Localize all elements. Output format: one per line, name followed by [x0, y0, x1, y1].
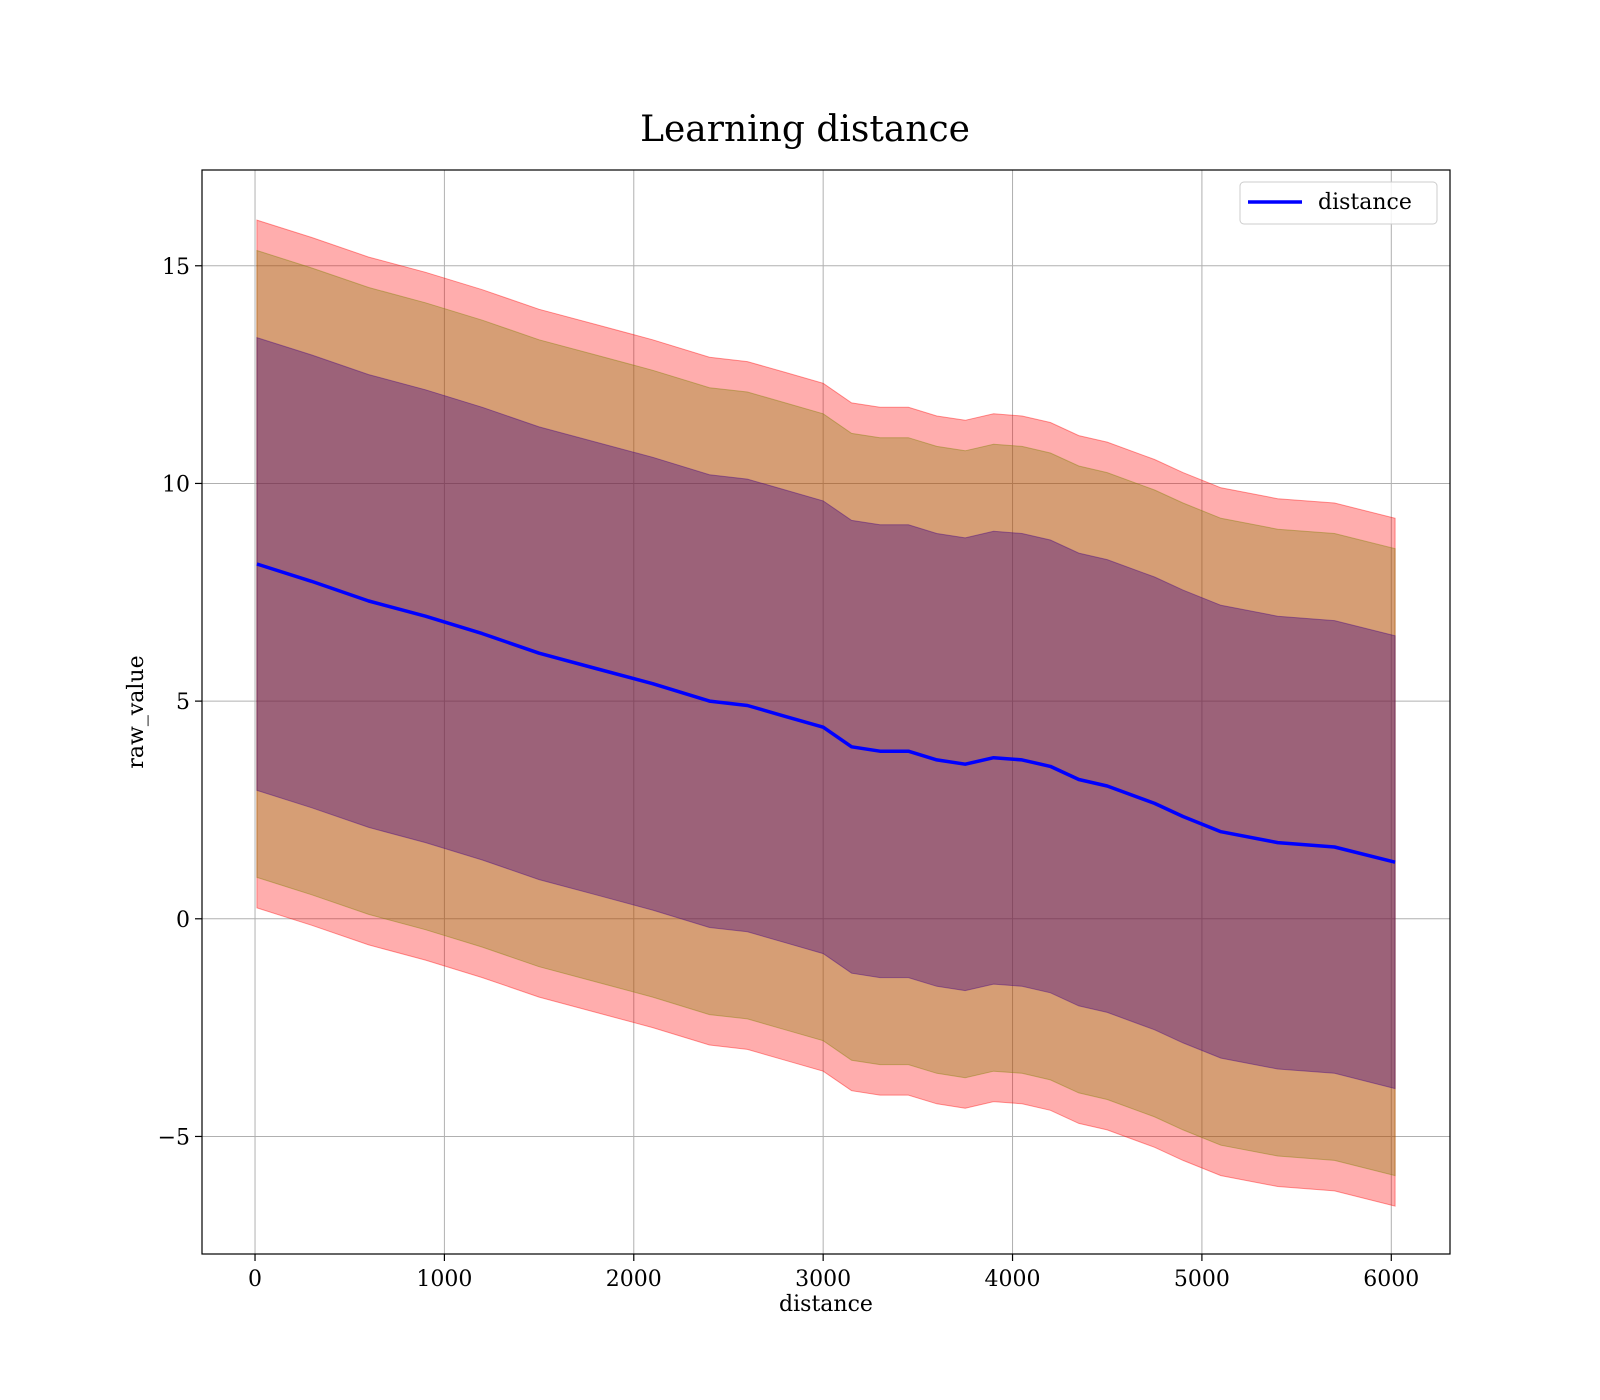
series-line-distance [256, 562, 1396, 864]
x-axis-ticks: 0 1000 2000 3000 4000 5000 6000 [248, 1254, 1419, 1292]
series-lines [256, 562, 1396, 864]
y-axis-label: raw_value [124, 655, 149, 768]
y-tick-label: 5 [176, 690, 190, 715]
x-tick-label: 2000 [606, 1267, 662, 1292]
legend-label-distance: distance [1318, 190, 1412, 215]
y-axis-ticks: −5 0 5 10 15 [158, 255, 202, 1150]
confidence-bands [256, 219, 1396, 1207]
x-axis-label: distance [779, 1292, 873, 1317]
x-tick-label: 5000 [1174, 1267, 1230, 1292]
y-tick-label: 0 [176, 908, 190, 933]
band-2 [256, 336, 1396, 1090]
chart-title: Learning distance [640, 109, 970, 150]
grid-lines [202, 170, 1450, 1254]
x-tick-label: 1000 [416, 1267, 472, 1292]
plot-frame [201, 169, 1451, 1255]
y-tick-label: 10 [162, 472, 190, 497]
legend-box [1239, 181, 1438, 225]
y-tick-label: −5 [158, 1125, 190, 1150]
y-tick-label: 15 [162, 255, 190, 280]
x-tick-label: 6000 [1363, 1267, 1419, 1292]
legend: distance [1239, 181, 1438, 225]
x-tick-label: 3000 [795, 1267, 851, 1292]
band-0 [256, 219, 1396, 1207]
x-tick-label: 0 [248, 1267, 262, 1292]
x-tick-label: 4000 [985, 1267, 1041, 1292]
band-1 [256, 249, 1396, 1177]
